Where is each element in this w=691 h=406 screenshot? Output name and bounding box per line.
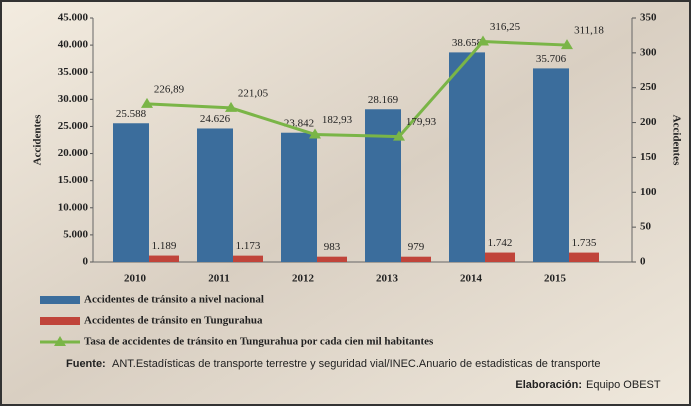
value-label: 311,18	[574, 25, 604, 37]
bar	[113, 123, 149, 262]
x-tick-label: 2011	[208, 273, 229, 285]
value-label: 24.626	[200, 113, 231, 125]
credit-label: Elaboración:	[515, 379, 582, 391]
y2-tick-label: 250	[640, 81, 657, 93]
y2-tick-label: 50	[640, 221, 652, 233]
y-tick-label: 10.000	[58, 201, 89, 213]
x-tick-label: 2010	[124, 273, 147, 285]
value-label: 35.706	[536, 53, 567, 65]
value-label: 316,25	[490, 21, 521, 33]
value-label: 1.735	[572, 237, 597, 249]
y2-tick-label: 100	[640, 186, 657, 198]
value-label: 1.189	[152, 240, 177, 252]
page: Accidentes Accidentes Fuente: ANT.Estadí…	[0, 0, 691, 406]
value-label: 1.742	[488, 237, 513, 249]
bar	[149, 256, 179, 262]
y-tick-label: 25.000	[58, 120, 89, 132]
legend-swatch	[40, 317, 80, 325]
y2-tick-label: 0	[640, 256, 646, 268]
value-label: 1.173	[236, 240, 261, 252]
y-axis-label: Accidentes	[32, 114, 44, 165]
legend-swatch	[40, 296, 80, 304]
x-tick-label: 2014	[460, 273, 483, 285]
bar	[317, 257, 347, 262]
value-label: 979	[408, 241, 425, 253]
y2-tick-label: 300	[640, 46, 657, 58]
y2-tick-label: 350	[640, 12, 657, 24]
value-label: 25.588	[116, 108, 147, 120]
y-tick-label: 0	[83, 256, 89, 268]
y2-axis-label: Accidentes	[670, 115, 682, 166]
chart: Accidentes Accidentes Fuente: ANT.Estadí…	[0, 0, 691, 406]
value-label: 983	[324, 241, 341, 253]
y-tick-label: 15.000	[58, 174, 89, 186]
value-label: 226,89	[154, 83, 185, 95]
bar	[281, 133, 317, 262]
y2-tick-label: 150	[640, 151, 657, 163]
bar	[401, 257, 431, 262]
legend-label: Accidentes de tránsito en Tungurahua	[84, 315, 263, 327]
x-tick-label: 2013	[376, 273, 399, 285]
bar	[485, 253, 515, 262]
legend-label: Accidentes de tránsito a nivel nacional	[84, 294, 264, 306]
source-text: ANT.Estadísticas de transporte terrestre…	[112, 358, 601, 370]
bar	[365, 109, 401, 262]
x-tick-label: 2012	[292, 273, 315, 285]
value-label: 182,93	[322, 114, 353, 126]
source-label: Fuente:	[66, 358, 106, 370]
value-label: 221,05	[238, 87, 269, 99]
legend-label: Tasa de accidentes de tránsito en Tungur…	[84, 336, 434, 348]
bar	[233, 256, 263, 262]
y-tick-label: 5.000	[63, 228, 88, 240]
value-label: 28.169	[368, 94, 399, 106]
y-tick-label: 40.000	[58, 39, 89, 51]
y-tick-label: 20.000	[58, 147, 89, 159]
y-tick-label: 45.000	[58, 12, 89, 24]
credit-text: Equipo OBEST	[586, 379, 661, 391]
y-tick-label: 35.000	[58, 66, 89, 78]
bar	[569, 253, 599, 262]
bar	[197, 128, 233, 262]
bar	[449, 52, 485, 262]
value-label: 179,93	[406, 116, 437, 128]
x-tick-label: 2015	[544, 273, 567, 285]
y2-tick-label: 200	[640, 116, 657, 128]
y-tick-label: 30.000	[58, 93, 89, 105]
bar	[533, 68, 569, 262]
